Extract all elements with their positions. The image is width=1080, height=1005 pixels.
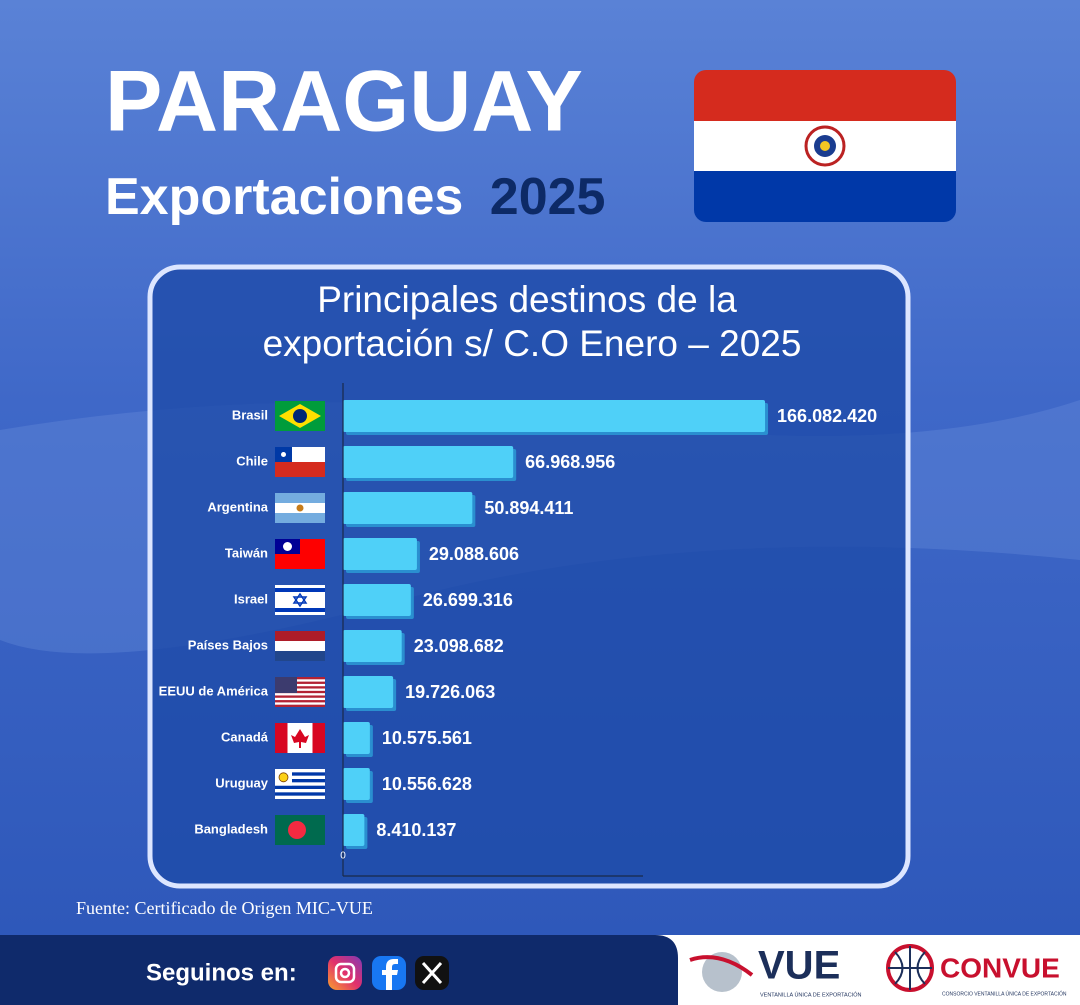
- chart-title: exportación s/ C.O Enero – 2025: [263, 323, 802, 364]
- country-flag: [275, 539, 325, 569]
- value-label: 66.968.956: [525, 452, 615, 472]
- flag-part: [275, 779, 325, 783]
- flag-part: [275, 651, 325, 661]
- y-tick-label: Uruguay: [215, 775, 269, 790]
- y-tick-label: Chile: [236, 453, 268, 468]
- flag-part: [275, 686, 325, 689]
- flag-part: [275, 631, 325, 641]
- bar-chart: Brasil 166.082.420 Chile 66.968.956 Argentin…: [159, 383, 877, 877]
- flag-part: [291, 729, 309, 748]
- value-label: 166.082.420: [777, 406, 877, 426]
- bar: [343, 584, 411, 616]
- flag-part: [275, 608, 325, 612]
- bar: [343, 722, 370, 754]
- bar: [343, 768, 370, 800]
- flag-part: [278, 772, 289, 783]
- value-label: 23.098.682: [414, 636, 504, 656]
- y-tick-label: Taiwán: [225, 545, 268, 560]
- paraguay-flag: [694, 70, 956, 222]
- flag-part: [275, 723, 288, 753]
- y-tick-label: Canadá: [221, 729, 269, 744]
- subtitle: Exportaciones 2025: [105, 168, 605, 226]
- y-tick-label: EEUU de América: [159, 683, 269, 698]
- country-flag: [275, 815, 325, 845]
- y-tick-label: Argentina: [207, 499, 268, 514]
- flag-part: [292, 596, 308, 608]
- flag-part: [275, 462, 325, 477]
- country-flag: [275, 769, 325, 799]
- flag-part: [275, 677, 325, 680]
- country-flag: [275, 401, 325, 431]
- subtitle-text: Exportaciones: [105, 168, 463, 226]
- instagram-glyph: [334, 962, 356, 984]
- x-glyph: [421, 961, 443, 985]
- country-flag: [275, 447, 325, 477]
- flag-part: [296, 504, 304, 512]
- flag-part: [288, 821, 306, 839]
- flag-part: [275, 690, 325, 694]
- bar: [343, 814, 365, 846]
- convue-logo-sub: CONSORCIO VENTANILLA ÚNICA DE EXPORTACIÓ…: [942, 990, 1067, 997]
- country-flag: [275, 585, 325, 615]
- convue-logo: CONVUE: [940, 952, 1060, 983]
- y-tick-label: Países Bajos: [188, 637, 268, 652]
- flag-part: [312, 723, 325, 753]
- flag-part: [275, 677, 297, 693]
- value-label: 10.575.561: [382, 728, 472, 748]
- flag-part: [275, 792, 325, 796]
- bar: [343, 400, 766, 432]
- country-flag: [275, 723, 325, 753]
- y-tick-label: Brasil: [232, 407, 268, 422]
- country-flag: [275, 493, 325, 523]
- bar: [343, 492, 473, 524]
- flag-part: [275, 695, 325, 698]
- flag-part: [275, 588, 325, 592]
- flag-part: [275, 704, 325, 707]
- value-label: 8.410.137: [376, 820, 456, 840]
- vue-logo: VUE: [758, 944, 840, 988]
- bar: [343, 538, 417, 570]
- flag-part: [275, 681, 325, 684]
- flag-part: [275, 772, 325, 776]
- flag-part: [281, 452, 286, 457]
- flag-part: [275, 700, 325, 703]
- flag-part: [283, 542, 292, 551]
- flag-part: [293, 409, 307, 423]
- main-title: PARAGUAY: [105, 54, 583, 150]
- bar: [343, 630, 402, 662]
- y-tick-label: Israel: [234, 591, 268, 606]
- country-flag: [275, 631, 325, 661]
- bar: [343, 676, 394, 708]
- x-tick-label: 0: [340, 851, 346, 862]
- vue-logo-sub: VENTANILLA ÚNICA DE EXPORTACIÓN: [760, 991, 861, 998]
- value-label: 19.726.063: [405, 682, 495, 702]
- flag-part: [275, 641, 325, 651]
- value-label: 29.088.606: [429, 544, 519, 564]
- vue-swoosh: [689, 955, 754, 977]
- y-tick-label: Bangladesh: [194, 821, 268, 836]
- subtitle-year: 2025: [490, 168, 606, 226]
- bar: [343, 446, 514, 478]
- facebook-glyph: [382, 959, 398, 990]
- country-flag: [275, 677, 325, 707]
- instagram-icon[interactable]: [328, 956, 362, 990]
- source-note: Fuente: Certificado de Origen MIC-VUE: [76, 898, 373, 918]
- chart-title: Principales destinos de la: [317, 279, 737, 320]
- value-label: 26.699.316: [423, 590, 513, 610]
- follow-text: Seguinos en:: [146, 959, 297, 986]
- flag-part: [275, 785, 325, 789]
- value-label: 10.556.628: [382, 774, 472, 794]
- instagram-glyph: [339, 967, 351, 979]
- value-label: 50.894.411: [484, 498, 573, 518]
- flag-part: [292, 592, 308, 604]
- convue-globe-lines: [888, 946, 932, 990]
